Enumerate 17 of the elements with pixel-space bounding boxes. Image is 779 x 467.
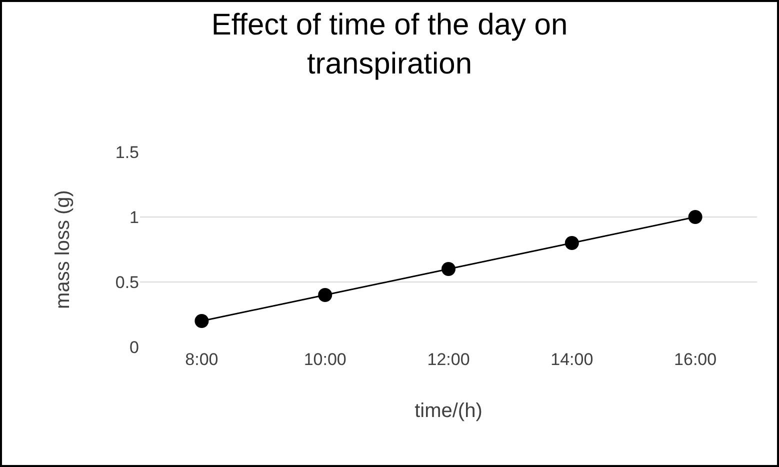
- chart-title: Effect of time of the day on transpiration: [211, 8, 568, 80]
- x-tick-label: 12:00: [427, 350, 470, 369]
- y-tick-label: 1: [130, 208, 139, 227]
- point: [564, 236, 579, 250]
- y-axis-title: mass loss (g): [52, 190, 74, 309]
- x-tick-label: 10:00: [304, 350, 346, 369]
- y-tick-label: 0: [130, 338, 139, 357]
- y-tick-label: 1.5: [115, 142, 139, 162]
- point: [442, 262, 456, 276]
- x-tick-label: 14:00: [550, 350, 594, 369]
- point: [194, 314, 209, 328]
- x-axis-title: time/(h): [414, 400, 482, 422]
- x-tick-label: 16:00: [674, 350, 717, 369]
- x-tick-label: 8:00: [185, 350, 218, 369]
- point: [688, 210, 702, 224]
- y-tick-label: 0.5: [115, 272, 139, 292]
- point: [318, 288, 332, 302]
